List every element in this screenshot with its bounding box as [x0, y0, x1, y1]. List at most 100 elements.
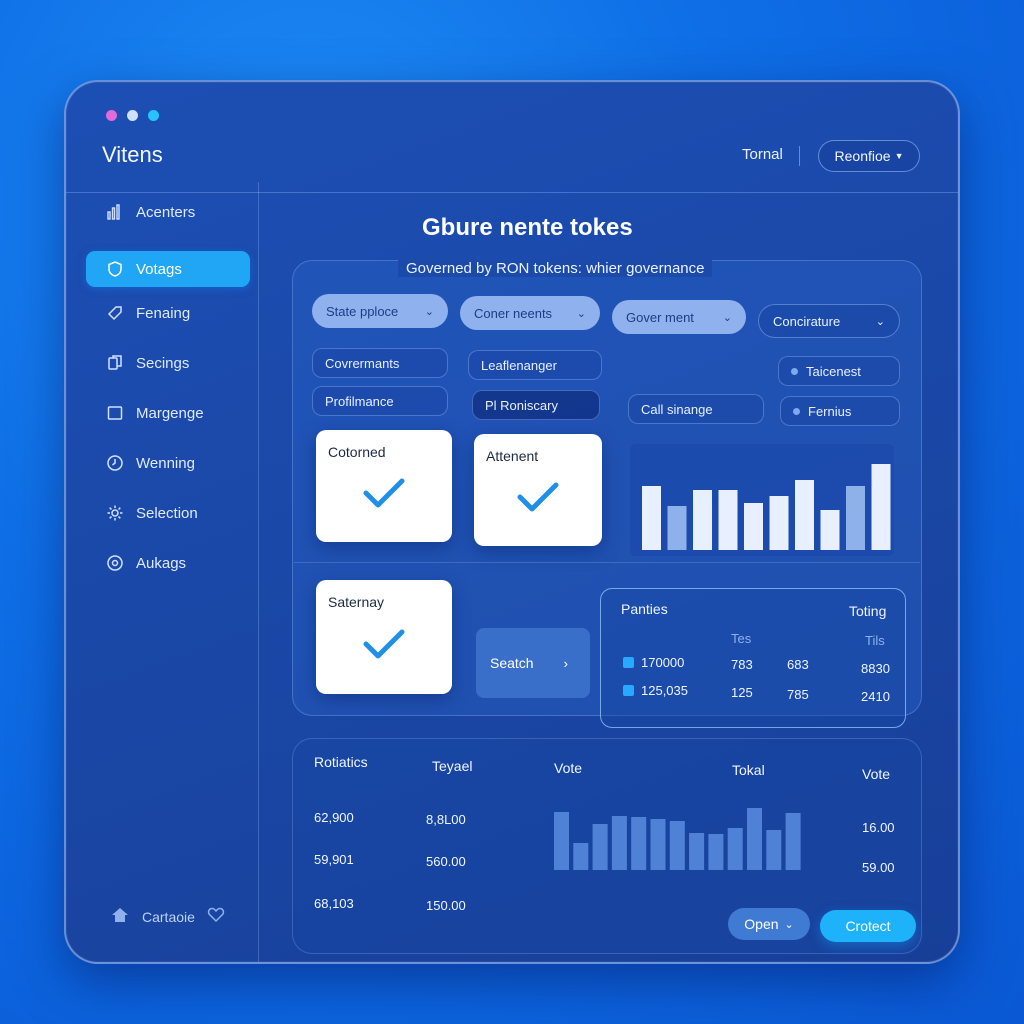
bottom-chart-bar — [592, 824, 608, 870]
sidebar-item-fenaing[interactable]: Fenaing — [86, 295, 250, 331]
bottom-chart-bar — [650, 819, 666, 870]
tag-label: Fernius — [808, 403, 852, 419]
sidebar-item-margenge[interactable]: Margenge — [86, 395, 250, 431]
top-chart-bar — [667, 506, 687, 550]
tag-call-sinange[interactable]: Call sinange — [628, 394, 764, 424]
sidebar-item-aukags[interactable]: Aukags — [86, 545, 250, 581]
sidebar-item-label: Aukags — [136, 554, 187, 572]
sidebar-item-wenning[interactable]: Wenning — [86, 445, 250, 481]
filter-coner-neents[interactable]: Coner neents ⌄ — [460, 296, 600, 330]
option-card-attenent[interactable]: Attenent — [474, 434, 602, 546]
table-subheader: Tils — [865, 633, 885, 648]
chevron-down-icon: ⌄ — [784, 918, 794, 931]
bottom-chart-bar — [766, 830, 782, 870]
stat-value: 59.00 — [862, 860, 895, 875]
heart-icon[interactable] — [207, 907, 225, 926]
table-corner-label: Toting — [849, 603, 887, 619]
bar-chart-icon — [106, 203, 124, 221]
sidebar-item-label: Fenaing — [136, 304, 191, 322]
open-dropdown-button[interactable]: Open ⌄ — [728, 908, 810, 940]
top-bar-chart — [630, 444, 894, 556]
parties-table: Panties Toting Tes Tils 170000 783 683 8… — [600, 588, 906, 728]
table-title: Panties — [621, 601, 668, 617]
sidebar-item-secings[interactable]: Secings — [86, 345, 250, 381]
shield-icon — [106, 260, 124, 278]
bottom-chart-bar — [727, 828, 743, 870]
filter-gover-ment[interactable]: Gover ment ⌄ — [612, 300, 746, 334]
table-subheader: Tes — [731, 631, 752, 646]
top-chart-bar — [744, 503, 763, 550]
sidebar-item-acenters[interactable]: Acenters — [86, 194, 250, 230]
column-header: Vote — [862, 766, 891, 782]
row-color-marker — [623, 657, 634, 668]
column-header: Tokal — [732, 762, 765, 778]
stat-value: 150.00 — [426, 898, 466, 913]
stat-value: 8,8L00 — [426, 812, 466, 827]
option-card-saternay[interactable]: Saternay — [316, 580, 452, 694]
bottom-bar-chart — [554, 808, 801, 870]
card-label: Saternay — [328, 594, 385, 610]
checkmark-icon — [517, 482, 559, 512]
tag-label: Pl Roniscary — [485, 397, 558, 413]
sidebar-item-selection[interactable]: Selection — [86, 495, 250, 531]
clock-icon — [106, 454, 124, 472]
tag-covrermants[interactable]: Covrermants — [312, 348, 448, 378]
tag-fernius[interactable]: Fernius — [780, 396, 900, 426]
stat-value: 68,103 — [314, 896, 354, 911]
search-button[interactable]: Seatch › — [476, 628, 590, 698]
filter-label: Concirature — [773, 313, 841, 329]
primary-action-button[interactable]: Crotect — [820, 910, 916, 942]
table-cell: 2410 — [861, 689, 890, 704]
window-dot-maximize[interactable] — [148, 110, 159, 121]
stat-value: 59,901 — [314, 852, 354, 867]
top-chart-bar — [795, 480, 814, 550]
chevron-down-icon: ⌄ — [875, 315, 885, 328]
top-chart-bar — [718, 490, 738, 550]
window-dot-minimize[interactable] — [127, 110, 138, 121]
primary-button-label: Crotect — [845, 918, 891, 934]
tag-label: Leaflenanger — [481, 357, 557, 373]
filter-state-pploce[interactable]: State pploce ⌄ — [312, 294, 448, 328]
header-separator — [799, 146, 800, 166]
sidebar-item-label: Secings — [136, 354, 190, 372]
tag-taicenest[interactable]: Taicenest — [778, 356, 900, 386]
header-link[interactable]: Tornal — [742, 146, 783, 163]
window-dot-close[interactable] — [106, 110, 117, 121]
dot-icon — [793, 407, 800, 415]
home-icon[interactable] — [110, 906, 130, 927]
top-bar-chart-svg — [642, 464, 891, 550]
tag-leaflenanger[interactable]: Leaflenanger — [468, 350, 602, 380]
tag-profilmance[interactable]: Profilmance — [312, 386, 448, 416]
page-title: Gbure nente tokes — [422, 214, 633, 241]
sidebar-item-label: Acenters — [136, 203, 196, 221]
bottom-chart-bar — [747, 808, 762, 870]
table-cell: 785 — [787, 687, 809, 702]
stat-value: 560.00 — [426, 854, 466, 869]
chevron-down-icon: ⌄ — [722, 311, 732, 324]
tag-roniscary[interactable]: Pl Roniscary — [472, 390, 600, 420]
header-dropdown[interactable]: Reonfioe ▼ — [818, 140, 920, 172]
sidebar-footer: Cartaoie — [110, 906, 225, 927]
filter-label: Coner neents — [474, 305, 553, 321]
copy-icon — [106, 354, 124, 372]
header-divider — [66, 192, 958, 193]
column-header: Teyael — [432, 758, 473, 774]
table-cell: 783 — [731, 657, 753, 672]
sidebar-item-label: Margenge — [136, 404, 204, 422]
square-icon — [106, 404, 124, 422]
sidebar-item-label: Votags — [136, 260, 182, 278]
caret-down-icon: ▼ — [894, 151, 904, 161]
tag-icon — [106, 304, 124, 322]
card-label: Attenent — [486, 448, 539, 464]
top-chart-bar — [693, 490, 712, 550]
sidebar-footer-label[interactable]: Cartaoie — [142, 908, 195, 925]
option-card-cotorned[interactable]: Cotorned — [316, 430, 452, 542]
filter-label: Gover ment — [626, 309, 694, 325]
app-window: Vitens Tornal Reonfioe ▼ Acenters Votags… — [64, 80, 960, 964]
filter-concirature[interactable]: Concirature ⌄ — [758, 304, 900, 338]
gear-icon — [106, 504, 124, 522]
sidebar-item-votags[interactable]: Votags — [86, 251, 250, 287]
stat-value: 62,900 — [314, 810, 354, 825]
top-chart-bar — [769, 496, 789, 550]
bottom-chart-bar — [689, 833, 705, 870]
